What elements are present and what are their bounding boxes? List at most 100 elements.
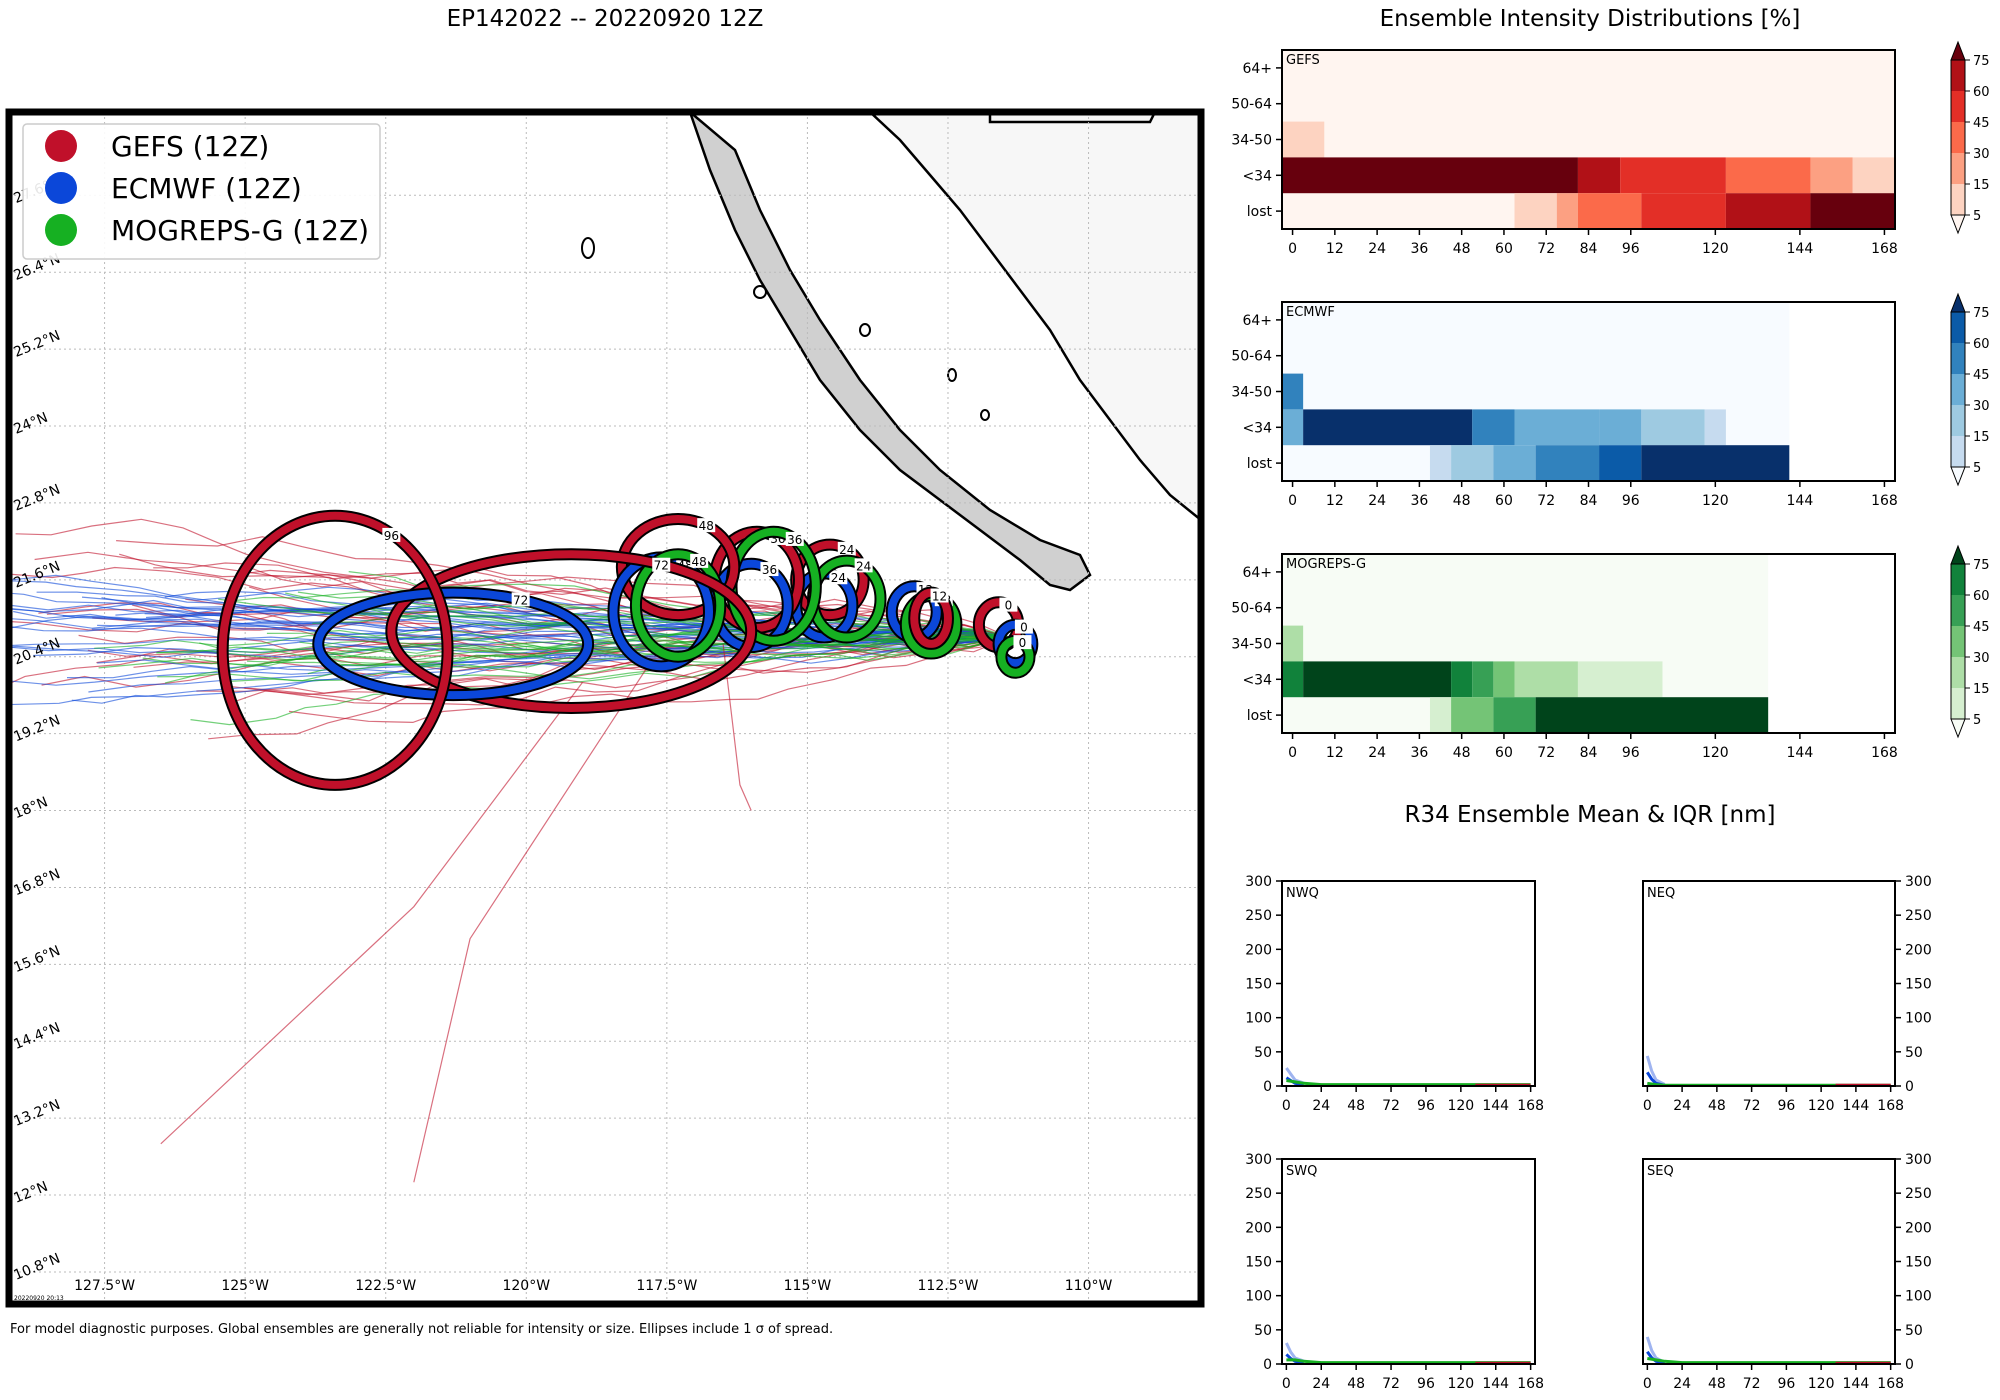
r34-y-tick-label: 150 [1245, 1255, 1272, 1271]
r34-y-tick-label: 150 [1245, 977, 1272, 993]
x-tick-label: 84 [1580, 241, 1598, 257]
mainland-coastline [869, 112, 1201, 521]
r34-x-tick-label: 96 [1417, 1098, 1435, 1114]
ellipse-hour-label: 12 [932, 589, 947, 603]
r34-x-tick-label: 144 [1843, 1098, 1870, 1114]
panel-name: MOGREPS-G [1286, 557, 1366, 572]
ensemble-track [288, 636, 1010, 724]
r34-x-tick-label: 144 [1482, 1376, 1509, 1392]
x-tick-label: 84 [1580, 745, 1598, 761]
legend-marker [45, 130, 77, 162]
x-tick-label: 24 [1368, 241, 1386, 257]
r34-x-tick-label: 120 [1447, 1098, 1474, 1114]
ellipse-hour-label: 24 [831, 571, 846, 585]
ellipse-hour-label: 0 [1019, 636, 1027, 650]
ensemble-track [289, 610, 1010, 650]
island [753, 285, 767, 299]
heatmap-cell [1810, 157, 1853, 194]
panel-name: ECMWF [1286, 305, 1335, 320]
ellipse-hour-bg [382, 527, 401, 542]
ellipse-hour-bg [837, 541, 856, 556]
r34-panel-name: SWQ [1286, 1164, 1317, 1179]
r34-x-tick-label: 0 [1282, 1376, 1291, 1392]
island [980, 409, 990, 421]
row-label: 64+ [1242, 565, 1272, 581]
map-frame [5, 108, 1205, 1308]
ellipse-ring [387, 550, 756, 713]
spread-ellipse-ecmwf: 0 [992, 618, 1039, 670]
x-tick-label: 72 [1537, 241, 1555, 257]
heatmap-cell [1577, 193, 1642, 229]
colorbar-min-arrow [1950, 718, 1966, 739]
heatmap-cell [1514, 193, 1557, 229]
colorbar-tick-label: 45 [1973, 620, 1990, 635]
colorbar-tick-label: 75 [1973, 54, 1990, 69]
heatmap-cell [1704, 409, 1726, 446]
x-tick-label: 48 [1453, 745, 1471, 761]
heatmap-cell [1535, 697, 1769, 733]
r34-x-tick-label: 120 [1808, 1098, 1835, 1114]
colorbar-tick-label: 15 [1973, 430, 1990, 445]
spread-ellipse-gefs: 48 [615, 512, 741, 622]
colorbar-segment [1951, 374, 1965, 405]
heatmap-cell [1493, 697, 1536, 733]
x-tick-label: 24 [1368, 493, 1386, 509]
spread-ellipse-ecmwf: 72 [312, 586, 595, 702]
r34-iqr-upper [1645, 1055, 1666, 1086]
x-tick-label: 12 [1326, 745, 1344, 761]
ellipse-hour-bg [930, 588, 949, 603]
r34-x-tick-label: 0 [1282, 1098, 1291, 1114]
colorbar-tick-label: 75 [1973, 306, 1990, 321]
r34-y-tick-label: 100 [1245, 1011, 1272, 1027]
spread-ellipse-mogreps: 48 [629, 548, 727, 663]
ellipse-hour-label: 24 [839, 543, 854, 557]
r34-y-tick-label: 0 [1263, 1357, 1272, 1373]
colorbar-segment [1951, 184, 1965, 215]
r34-y-tick-label: 50 [1254, 1323, 1272, 1339]
r34-y-tick-label: 300 [1245, 1152, 1272, 1168]
r34-x-tick-label: 48 [1347, 1098, 1365, 1114]
x-tick-label: 60 [1495, 241, 1513, 257]
r34-y-tick-label: 0 [1905, 1079, 1914, 1095]
r34-y-tick-label: 100 [1905, 1289, 1932, 1305]
r34-y-tick-label: 300 [1905, 1152, 1932, 1168]
lon-label: 120°W [502, 1278, 550, 1294]
r34-x-tick-label: 168 [1877, 1098, 1904, 1114]
r34-y-tick-label: 0 [1905, 1357, 1914, 1373]
x-tick-label: 120 [1702, 745, 1729, 761]
heatmap-cell [1451, 445, 1494, 481]
r34-y-tick-label: 200 [1245, 942, 1272, 958]
r34-y-tick-label: 300 [1245, 874, 1272, 890]
x-tick-label: 0 [1288, 745, 1297, 761]
colorbar-segment [1951, 405, 1965, 436]
ellipse-hour-bg [1013, 635, 1032, 650]
r34-x-tick-label: 48 [1708, 1376, 1726, 1392]
row-label: 64+ [1242, 313, 1272, 329]
ellipse-hour-label: 72 [654, 559, 669, 573]
colorbar-tick-label: 5 [1973, 461, 1981, 476]
x-tick-label: 12 [1326, 241, 1344, 257]
us-border [988, 112, 1157, 124]
r34-mean-line [1286, 1358, 1531, 1365]
intensity-panels: GEFS 64+ 50-64 34-50 <34 lost 0 12 24 36 48 60 72 84 9… [1231, 40, 1990, 761]
colorbar-tick-label: 15 [1973, 178, 1990, 193]
ensemble-track [160, 682, 583, 1145]
legend-box [22, 123, 381, 260]
x-tick-label: 72 [1537, 745, 1555, 761]
ellipse-hour-label: 36 [762, 563, 777, 577]
ellipse-hour-bg [697, 518, 716, 533]
r34-y-tick-label: 250 [1245, 1186, 1272, 1202]
x-tick-label: 144 [1787, 745, 1814, 761]
ensemble-track [312, 615, 1010, 646]
x-tick-label: 48 [1453, 241, 1471, 257]
r34-x-tick-label: 24 [1312, 1098, 1330, 1114]
r34-panel-name: NWQ [1286, 886, 1319, 901]
x-tick-label: 60 [1495, 745, 1513, 761]
heatmap-cell [1282, 373, 1304, 410]
legend: GEFS (12Z) ECMWF (12Z) MOGREPS-G (12Z) [22, 123, 381, 260]
ellipse-hour-label: 36 [787, 533, 802, 547]
r34-x-tick-label: 48 [1347, 1376, 1365, 1392]
x-tick-label: 168 [1871, 745, 1898, 761]
r34-mean-line [1647, 1357, 1891, 1365]
